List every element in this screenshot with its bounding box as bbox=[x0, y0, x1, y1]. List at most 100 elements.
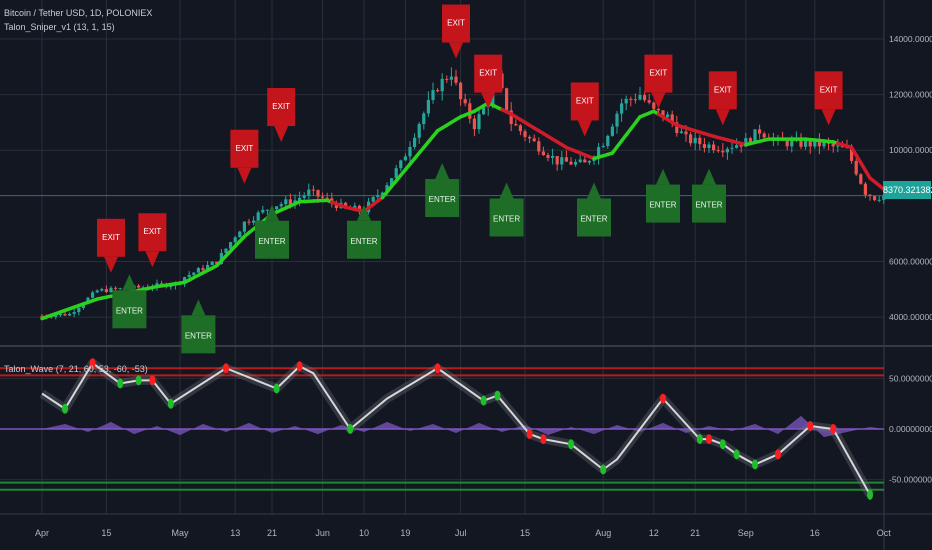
candle-body bbox=[311, 189, 315, 191]
candle-body bbox=[201, 268, 205, 271]
time-tick-label: 12 bbox=[649, 528, 659, 538]
wave-marker-red bbox=[775, 449, 781, 460]
wave-marker-red bbox=[660, 393, 666, 404]
candle-body bbox=[587, 160, 591, 163]
candle-body bbox=[183, 277, 187, 283]
exit-marker: EXIT bbox=[644, 54, 673, 109]
osc-tick-label: -50.00000000 bbox=[889, 475, 932, 485]
candle-body bbox=[187, 274, 191, 278]
candle-body bbox=[785, 140, 789, 147]
candle-body bbox=[100, 289, 104, 291]
candle-body bbox=[408, 147, 412, 157]
candle-body bbox=[454, 76, 458, 83]
exit-marker-pointer bbox=[481, 92, 496, 109]
exit-marker-pointer bbox=[237, 167, 252, 184]
exit-marker-label: EXIT bbox=[820, 85, 838, 94]
time-tick-label: 10 bbox=[359, 528, 369, 538]
candle-body bbox=[394, 168, 398, 179]
histogram-area bbox=[42, 415, 884, 438]
time-tick-label: 19 bbox=[400, 528, 410, 538]
enter-marker-box bbox=[489, 198, 524, 237]
candle-body bbox=[679, 131, 683, 134]
candle-body bbox=[298, 197, 302, 201]
time-tick-label: Sep bbox=[738, 528, 754, 538]
exit-marker: EXIT bbox=[570, 82, 599, 137]
candle-body bbox=[371, 196, 375, 202]
indicator-title-top[interactable]: Talon_Sniper_v1 (13, 1, 15) bbox=[4, 22, 115, 32]
exit-marker-pointer bbox=[104, 256, 118, 273]
time-tick-label: 15 bbox=[520, 528, 530, 538]
enter-marker: ENTER bbox=[646, 168, 680, 223]
candle-body bbox=[210, 261, 214, 265]
exit-marker-box bbox=[138, 213, 167, 252]
price-tick-label: 10000.00000000 bbox=[889, 145, 932, 155]
candle-body bbox=[822, 142, 826, 147]
candle-body bbox=[279, 204, 283, 207]
candle-body bbox=[528, 136, 532, 139]
enter-marker-pointer bbox=[265, 204, 279, 221]
candle-body bbox=[252, 220, 256, 223]
candle-body bbox=[647, 100, 651, 103]
candle-body bbox=[836, 145, 840, 147]
exit-marker-pointer bbox=[145, 251, 160, 268]
candle-body bbox=[247, 221, 251, 223]
candle-body bbox=[656, 108, 660, 111]
candle-body bbox=[546, 155, 550, 158]
exit-marker-box bbox=[97, 218, 125, 257]
symbol-title[interactable]: Bitcoin / Tether USD, 1D, POLONIEX bbox=[4, 8, 153, 18]
enter-marker-pointer bbox=[656, 168, 670, 185]
candle-body bbox=[224, 248, 228, 254]
candle-body bbox=[555, 156, 559, 165]
candle-body bbox=[206, 264, 210, 271]
candle-body bbox=[730, 147, 734, 149]
candle-body bbox=[242, 221, 246, 232]
candle-body bbox=[670, 114, 674, 123]
candle-body bbox=[459, 82, 463, 100]
wave-marker-green bbox=[696, 434, 703, 445]
candle-body bbox=[215, 261, 219, 264]
candle-body bbox=[739, 145, 743, 147]
candle-body bbox=[721, 150, 725, 153]
exit-marker: EXIT bbox=[138, 213, 167, 268]
exit-marker-label: EXIT bbox=[144, 227, 162, 236]
candle-body bbox=[265, 209, 269, 211]
candle-body bbox=[482, 107, 486, 115]
candle-body bbox=[91, 292, 95, 298]
candle-body bbox=[583, 159, 587, 163]
wave-marker-green bbox=[117, 378, 124, 389]
candle-body bbox=[689, 134, 693, 144]
wave-marker-red bbox=[807, 420, 814, 431]
candle-body bbox=[445, 78, 449, 80]
candle-body bbox=[633, 99, 637, 101]
indicator-title-bottom[interactable]: Talon_Wave (7, 21, 60, 53, -60, -53) bbox=[4, 364, 148, 374]
exit-marker-box bbox=[708, 71, 737, 110]
candle-body bbox=[440, 78, 444, 92]
candle-body bbox=[58, 314, 62, 316]
candle-body bbox=[537, 141, 541, 152]
candle-body bbox=[564, 157, 568, 162]
candle-body bbox=[569, 161, 573, 165]
candle-body bbox=[518, 125, 522, 132]
exit-marker: EXIT bbox=[442, 4, 470, 59]
time-tick-label: 21 bbox=[267, 528, 277, 538]
candle-body bbox=[114, 287, 118, 289]
candle-body bbox=[63, 314, 67, 316]
candle-body bbox=[863, 183, 867, 195]
candle-body bbox=[426, 99, 430, 114]
enter-marker-box bbox=[577, 198, 611, 237]
candle-body bbox=[357, 205, 361, 211]
candle-body bbox=[413, 137, 417, 148]
wave-marker-red bbox=[434, 363, 441, 374]
candle-body bbox=[859, 174, 863, 184]
candle-body bbox=[380, 192, 384, 196]
candle-body bbox=[316, 190, 320, 197]
candle-body bbox=[436, 90, 440, 92]
candle-body bbox=[813, 139, 817, 147]
candle-body bbox=[620, 103, 624, 114]
enter-marker: ENTER bbox=[489, 182, 524, 237]
candle-body bbox=[606, 135, 610, 147]
exit-marker-box bbox=[267, 88, 296, 127]
enter-marker-label: ENTER bbox=[649, 201, 676, 210]
candle-body bbox=[712, 144, 716, 151]
